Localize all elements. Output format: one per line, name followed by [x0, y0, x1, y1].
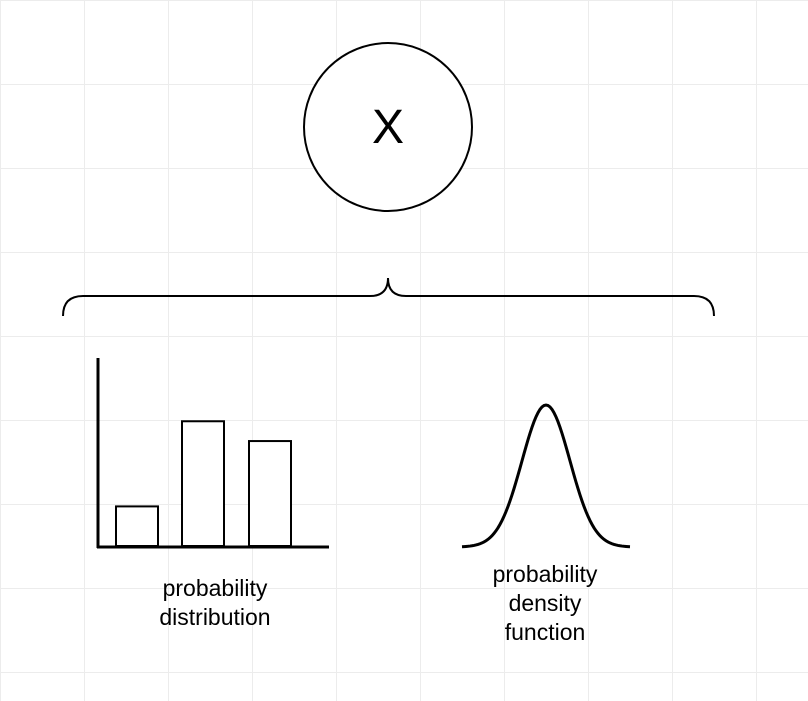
distribution-caption-line: distribution [159, 604, 271, 630]
histogram-bar [115, 505, 159, 547]
density-caption-line: function [504, 619, 586, 645]
variable-circle[interactable] [303, 42, 473, 212]
histogram-bars [115, 420, 292, 548]
distribution-caption: probability distribution [120, 574, 310, 632]
density-curve [461, 403, 631, 549]
curly-brace [62, 277, 715, 317]
density-caption-line: density [508, 590, 582, 616]
distribution-caption-line: probability [162, 575, 268, 601]
density-caption: probability density function [450, 560, 640, 647]
histogram-bar [248, 440, 292, 547]
histogram-bar [181, 420, 225, 548]
density-caption-line: probability [492, 561, 598, 587]
variable-label: X [371, 100, 404, 154]
